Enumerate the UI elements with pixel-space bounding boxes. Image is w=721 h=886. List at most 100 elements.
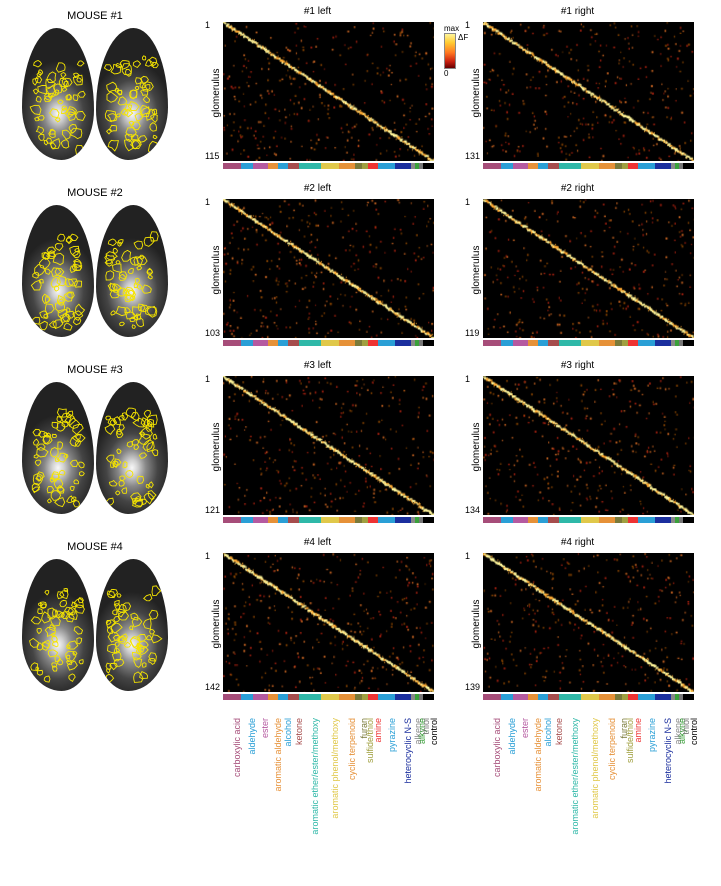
spacer	[10, 718, 180, 838]
odorant-category-label: heterocyclic N-S	[403, 718, 413, 784]
mouse-panel: MOUSE #4	[10, 541, 180, 706]
y-axis-label: glomerulus	[471, 422, 482, 471]
x-axis-labels: carboxylic acid aldehydeesteraromatic ald…	[455, 718, 700, 838]
heatmap-title: #3 left	[195, 360, 440, 371]
odorant-category-label: aldehyde	[247, 718, 257, 755]
heatmap-title: #1 right	[455, 6, 700, 17]
heatmap-title: #4 left	[195, 537, 440, 548]
y-tick-bottom: 121	[205, 505, 220, 515]
odorant-category-strip	[483, 694, 694, 700]
olfactory-bulb-left	[22, 382, 94, 514]
odorant-category-label: cyclic terpenoid	[607, 718, 617, 780]
y-axis-label: glomerulus	[211, 422, 222, 471]
odorant-category-label: aromatic phenol/methoxy	[590, 718, 600, 819]
heatmap-title: #2 left	[195, 183, 440, 194]
odorant-category-label: aromatic aldehyde	[273, 718, 283, 792]
mouse-panel: MOUSE #1	[10, 10, 180, 175]
heatmap-title: #1 left	[195, 6, 440, 17]
y-tick-bottom: 119	[465, 328, 479, 338]
odorant-category-strip	[223, 163, 434, 169]
odorant-category-label: carboxylic acid	[492, 718, 502, 777]
heatmap-panel: #3 leftglomerulus1121	[195, 364, 440, 529]
y-tick-top: 1	[465, 551, 470, 561]
y-tick-bottom: 134	[465, 505, 480, 515]
odorant-category-strip	[223, 517, 434, 523]
odorant-category-label: control	[429, 718, 439, 745]
bulb-pair	[10, 382, 180, 514]
heatmap-panel: #2 leftglomerulus1103	[195, 187, 440, 352]
odorant-category-label: pyrazine	[387, 718, 397, 752]
odorant-category-strip	[483, 517, 694, 523]
odorant-category-label: aldehyde	[507, 718, 517, 755]
odorant-category-label: alcohol	[543, 718, 553, 747]
y-tick-top: 1	[465, 20, 470, 30]
y-tick-top: 1	[465, 374, 470, 384]
olfactory-bulb-left	[22, 559, 94, 691]
x-axis-labels: carboxylic acid aldehydeesteraromatic ald…	[195, 718, 440, 838]
y-tick-top: 1	[205, 551, 210, 561]
bulb-pair	[10, 205, 180, 337]
odorant-category-label: amine	[373, 718, 383, 743]
odorant-category-strip	[223, 340, 434, 346]
heatmap-panel: #2 rightglomerulus1119	[455, 187, 700, 352]
heatmap-canvas-box	[483, 199, 694, 338]
y-tick-bottom: 115	[205, 151, 219, 161]
odorant-category-label: amine	[633, 718, 643, 743]
heatmap-canvas-box	[483, 22, 694, 161]
mouse-title: MOUSE #1	[10, 10, 180, 22]
y-axis-label: glomerulus	[471, 68, 482, 117]
y-axis-label: glomerulus	[471, 245, 482, 294]
heatmap-canvas-box	[223, 376, 434, 515]
heatmap-canvas-box	[223, 553, 434, 692]
olfactory-bulb-left	[22, 28, 94, 160]
heatmap-panel: #4 leftglomerulus1142	[195, 541, 440, 706]
odorant-category-label: alcohol	[283, 718, 293, 747]
odorant-category-strip	[483, 163, 694, 169]
y-tick-bottom: 131	[465, 151, 480, 161]
odorant-category-label: ester	[260, 718, 270, 738]
mouse-panel: MOUSE #3	[10, 364, 180, 529]
heatmap-panel: #1 rightglomerulus1131	[455, 10, 700, 175]
odorant-category-label: carboxylic acid	[232, 718, 242, 777]
odorant-category-strip	[483, 340, 694, 346]
bulb-pair	[10, 559, 180, 691]
y-tick-top: 1	[205, 374, 210, 384]
odorant-category-label: control	[689, 718, 699, 745]
odorant-category-label: ketone	[554, 718, 564, 745]
y-axis-label: glomerulus	[211, 68, 222, 117]
heatmap-panel: #4 rightglomerulus1139	[455, 541, 700, 706]
odorant-category-label: aromatic ether/ester/methoxy	[570, 718, 580, 835]
heatmap-canvas-box	[223, 199, 434, 338]
y-tick-bottom: 142	[205, 682, 220, 692]
odorant-category-label: ester	[520, 718, 530, 738]
bulb-pair	[10, 28, 180, 160]
odorant-category-label: aromatic phenol/methoxy	[330, 718, 340, 819]
mouse-title: MOUSE #2	[10, 187, 180, 199]
odorant-category-label: pyrazine	[647, 718, 657, 752]
y-axis-label: glomerulus	[211, 245, 222, 294]
olfactory-bulb-right	[96, 559, 168, 691]
olfactory-bulb-left	[22, 205, 94, 337]
colorbar-min: 0	[444, 69, 448, 78]
heatmap-canvas-box	[223, 22, 434, 161]
heatmap-panel: #1 leftglomerulus1115maxΔF0	[195, 10, 440, 175]
heatmap-canvas-box	[483, 376, 694, 515]
y-tick-bottom: 103	[205, 328, 220, 338]
mouse-title: MOUSE #4	[10, 541, 180, 553]
mouse-panel: MOUSE #2	[10, 187, 180, 352]
mouse-title: MOUSE #3	[10, 364, 180, 376]
figure-grid: MOUSE #1#1 leftglomerulus1115maxΔF0#1 ri…	[10, 10, 711, 838]
odorant-category-label: aromatic aldehyde	[533, 718, 543, 792]
odorant-category-label: cyclic terpenoid	[347, 718, 357, 780]
y-tick-top: 1	[205, 20, 210, 30]
odorant-category-label: aromatic ether/ester/methoxy	[310, 718, 320, 835]
odorant-category-label: ketone	[294, 718, 304, 745]
y-tick-top: 1	[465, 197, 470, 207]
heatmap-title: #3 right	[455, 360, 700, 371]
odorant-category-label: heterocyclic N-S	[663, 718, 673, 784]
y-axis-label: glomerulus	[211, 599, 222, 648]
heatmap-canvas-box	[483, 553, 694, 692]
y-tick-bottom: 139	[465, 682, 480, 692]
odorant-category-strip	[223, 694, 434, 700]
olfactory-bulb-right	[96, 382, 168, 514]
